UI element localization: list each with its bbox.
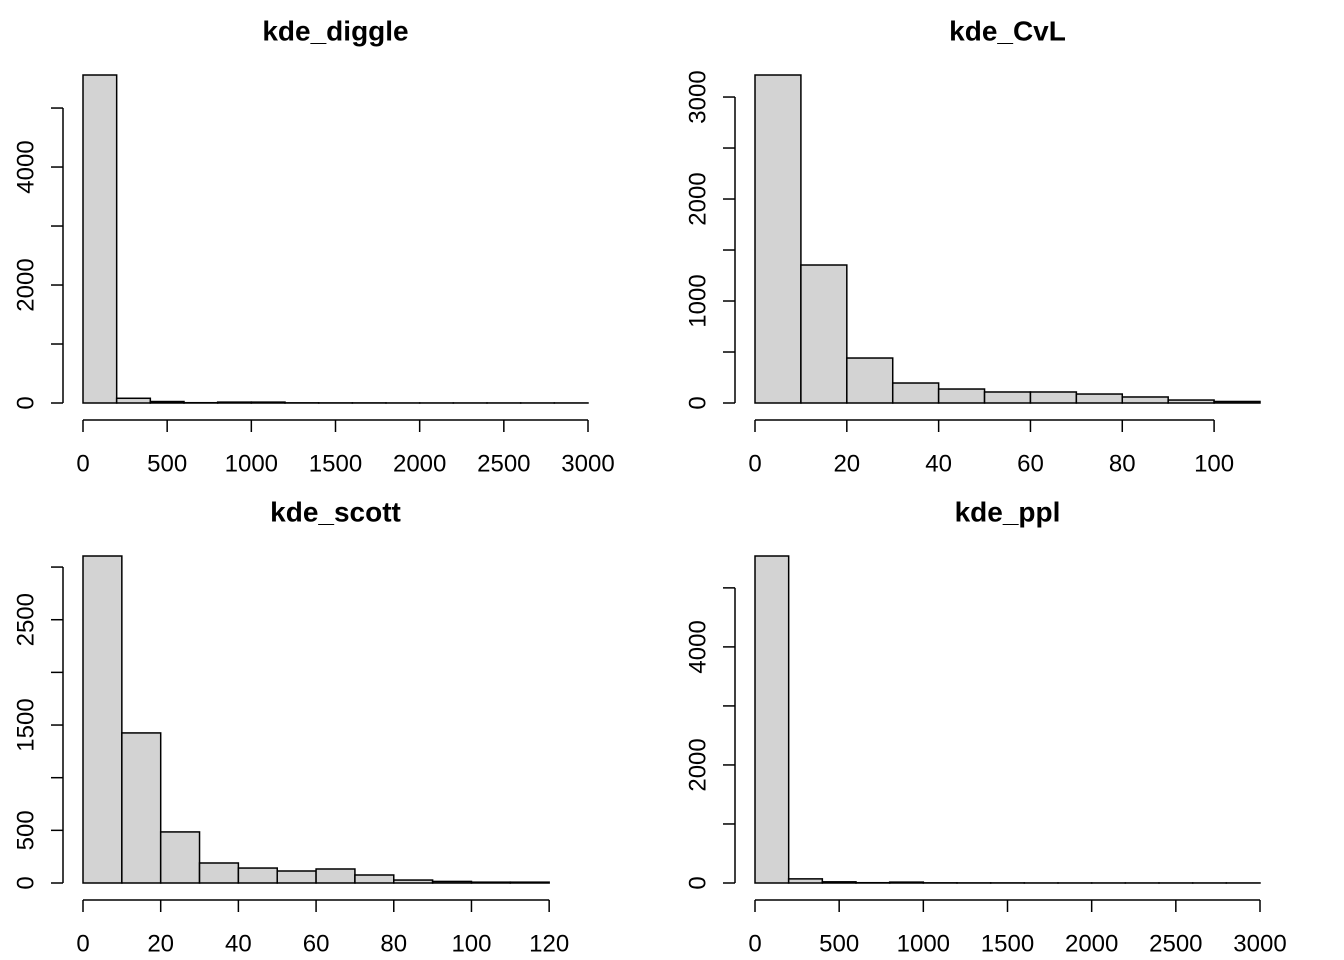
bar — [1075, 393, 1124, 404]
x-tick-label: 20 — [147, 930, 174, 957]
y-tick-label: 2000 — [684, 738, 711, 791]
x-tick-label: 0 — [76, 930, 89, 957]
chart-title: kde_ppl — [955, 496, 1061, 527]
x-tick-label: 1000 — [897, 930, 950, 957]
bar — [800, 264, 848, 404]
y-tick-label: 1000 — [684, 274, 711, 327]
y-tick-label: 0 — [684, 396, 711, 409]
bar — [891, 382, 940, 404]
x-tick-label: 60 — [303, 930, 330, 957]
bar — [509, 881, 550, 884]
y-tick-label: 1500 — [12, 698, 39, 751]
x-tick-label: 80 — [1109, 450, 1136, 477]
bar — [393, 879, 434, 884]
bar — [237, 867, 278, 884]
y-tick-label: 500 — [12, 810, 39, 850]
x-tick-label: 2000 — [393, 450, 446, 477]
x-tick-label: 60 — [1017, 450, 1044, 477]
y-tick-label: 0 — [12, 876, 39, 889]
bar — [937, 388, 986, 404]
bar — [276, 870, 317, 884]
y-tick-label: 2500 — [12, 593, 39, 646]
x-tick-label: 120 — [529, 930, 569, 957]
bar — [787, 878, 824, 884]
x-tick-label: 80 — [380, 930, 407, 957]
x-tick-label: 2000 — [1065, 930, 1118, 957]
x-tick-label: 0 — [76, 450, 89, 477]
y-tick-label: 3000 — [684, 70, 711, 123]
bar — [754, 74, 802, 404]
bar — [198, 862, 240, 884]
y-tick-label: 4000 — [12, 140, 39, 193]
bar — [1121, 396, 1169, 404]
chart-title: kde_scott — [270, 496, 401, 527]
x-tick-label: 2500 — [477, 450, 530, 477]
chart-title: kde_CvL — [949, 15, 1066, 46]
bar — [431, 880, 473, 884]
x-tick-label: 500 — [819, 930, 859, 957]
y-tick-label: 2000 — [684, 172, 711, 225]
bar — [82, 555, 123, 884]
bar — [1167, 399, 1215, 404]
bar — [82, 74, 118, 404]
x-tick-label: 500 — [147, 450, 187, 477]
bar — [159, 831, 201, 884]
bar — [1029, 391, 1078, 404]
bar — [983, 391, 1032, 404]
x-tick-label: 100 — [451, 930, 491, 957]
y-tick-label: 2000 — [12, 258, 39, 311]
y-tick-label: 4000 — [684, 620, 711, 673]
x-tick-label: 20 — [833, 450, 860, 477]
x-tick-label: 2500 — [1149, 930, 1202, 957]
bar — [315, 868, 356, 884]
bar — [121, 732, 162, 884]
bar — [821, 881, 857, 884]
x-tick-label: 1500 — [309, 450, 362, 477]
y-tick-label: 0 — [12, 396, 39, 409]
bar — [754, 555, 790, 884]
x-tick-label: 40 — [225, 930, 252, 957]
bar — [216, 401, 253, 404]
bar — [888, 881, 925, 884]
bar — [470, 881, 512, 884]
y-tick-label: 0 — [684, 876, 711, 889]
x-tick-label: 1500 — [981, 930, 1034, 957]
bar — [250, 401, 286, 404]
bar — [354, 874, 395, 884]
x-tick-label: 3000 — [1233, 930, 1286, 957]
chart-title: kde_diggle — [262, 15, 408, 46]
bar — [1213, 400, 1261, 404]
x-tick-label: 40 — [925, 450, 952, 477]
x-tick-label: 3000 — [561, 450, 614, 477]
x-tick-label: 100 — [1194, 450, 1234, 477]
x-tick-label: 0 — [748, 450, 761, 477]
x-tick-label: 0 — [748, 930, 761, 957]
x-tick-label: 1000 — [225, 450, 278, 477]
bar — [115, 397, 152, 404]
bar — [149, 400, 185, 404]
bar — [846, 357, 894, 404]
